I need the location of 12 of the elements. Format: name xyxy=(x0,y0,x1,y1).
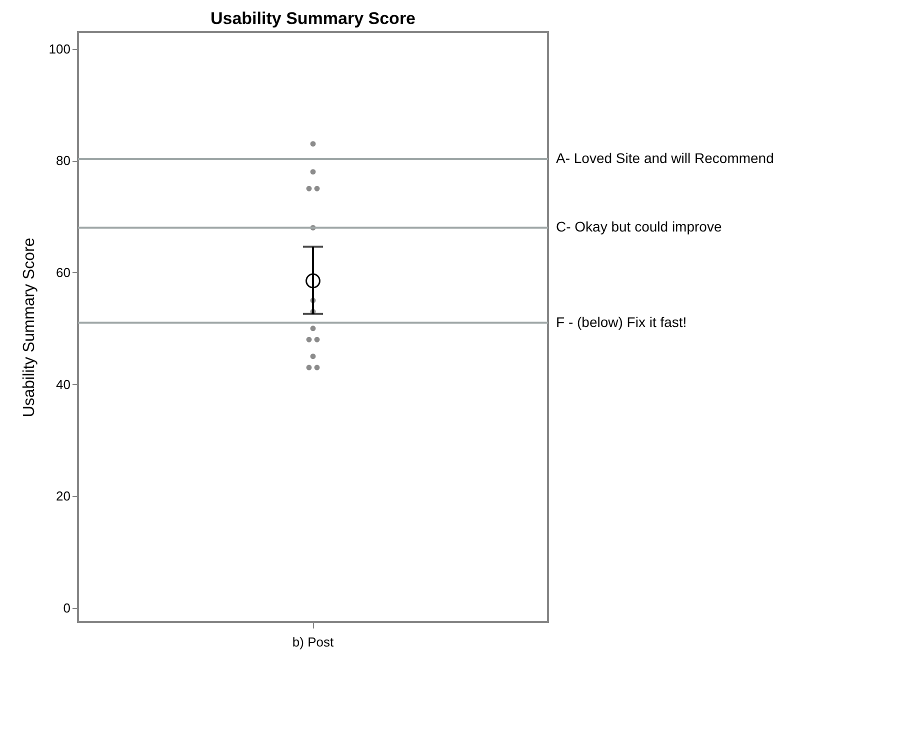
ref-line-label: A- Loved Site and will Recommend xyxy=(556,150,774,166)
y-tick-label: 60 xyxy=(56,264,70,280)
y-tick-label: 80 xyxy=(56,153,70,168)
y-tick-label: 20 xyxy=(56,488,70,504)
y-tick-label: 40 xyxy=(56,376,70,392)
ref-line-label: F - (below) Fix it fast! xyxy=(556,314,687,330)
chart-title: Usability Summary Score xyxy=(210,9,416,28)
y-axis-title: Usability Summary Score xyxy=(20,238,38,418)
ref-line-label: C- Okay but could improve xyxy=(556,218,722,235)
x-tick-label: b) Post xyxy=(292,634,334,650)
y-tick-label: 0 xyxy=(63,600,70,616)
y-tick-label: 100 xyxy=(48,41,70,56)
